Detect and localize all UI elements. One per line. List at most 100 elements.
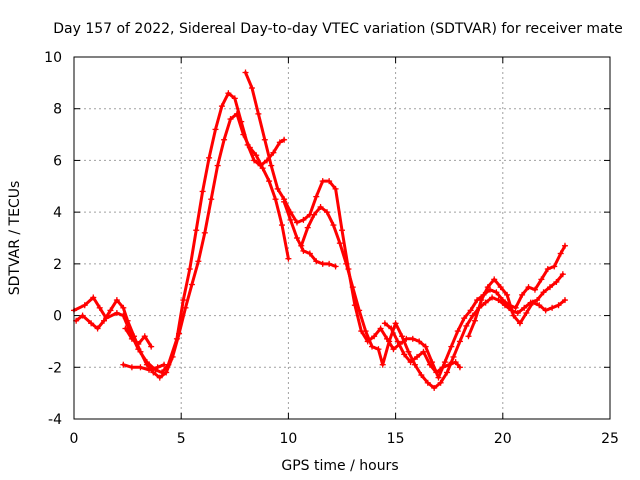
data-point [212, 126, 219, 133]
data-point [300, 216, 307, 223]
data-point [193, 227, 200, 234]
data-point [461, 315, 468, 322]
data-point [371, 333, 378, 340]
data-point [161, 361, 168, 368]
data-point [418, 372, 425, 379]
data-point [414, 353, 421, 360]
data-point [330, 222, 337, 229]
data-point [225, 90, 232, 97]
x-tick-label: 15 [387, 431, 405, 447]
data-point [392, 320, 399, 327]
data-point [221, 136, 228, 143]
data-point [394, 338, 401, 345]
data-point [251, 157, 258, 164]
axis-tick-labels: 0 5 10 15 20 25 -4 -2 0 2 4 6 8 10 [44, 50, 619, 447]
data-point [424, 379, 431, 386]
data-point [343, 260, 350, 267]
data-point [546, 284, 553, 291]
x-tick-label: 10 [279, 431, 297, 447]
data-point [420, 348, 427, 355]
data-point [478, 297, 485, 304]
data-point [176, 330, 183, 337]
data-point [377, 325, 384, 332]
data-point [306, 250, 313, 257]
data-point [113, 297, 120, 304]
data-point [90, 294, 97, 301]
data-point [281, 198, 288, 205]
data-point [246, 144, 253, 151]
data-point [208, 196, 215, 203]
data-point [512, 304, 519, 311]
data-point [240, 131, 247, 138]
data-point [276, 139, 283, 146]
y-tick-label: -2 [48, 360, 62, 376]
data-point [525, 284, 532, 291]
data-point [79, 312, 86, 319]
data-point [531, 286, 538, 293]
data-point [521, 304, 528, 311]
data-point [422, 343, 429, 350]
data-point [272, 196, 279, 203]
data-point [559, 271, 566, 278]
data-point [456, 338, 463, 345]
chart-title: Day 157 of 2022, Sidereal Day-to-day VTE… [53, 21, 623, 37]
data-point [285, 255, 292, 262]
series-track-9 [381, 320, 463, 376]
data-point [390, 346, 397, 353]
data-point [435, 374, 442, 381]
data-point [549, 304, 556, 311]
data-point [339, 227, 345, 234]
data-point [274, 185, 281, 192]
data-point [88, 320, 95, 327]
chart-grid [74, 57, 610, 419]
data-point [180, 297, 187, 304]
data-point [551, 263, 558, 270]
data-point [379, 361, 386, 368]
y-axis-label: SDTVAR / TECUs [7, 181, 23, 296]
data-point [266, 178, 273, 185]
data-point [231, 95, 238, 102]
data-point [218, 103, 225, 110]
y-tick-label: 8 [53, 102, 62, 118]
data-point [407, 359, 414, 366]
data-point [150, 369, 157, 376]
data-point [253, 152, 260, 159]
data-point [270, 149, 277, 156]
data-point [401, 351, 408, 358]
y-tick-label: 4 [53, 205, 62, 221]
data-point [544, 266, 551, 273]
data-point [156, 374, 163, 381]
data-point [561, 297, 568, 304]
data-point [542, 307, 549, 314]
data-point [298, 242, 305, 249]
data-point [463, 322, 470, 329]
data-point [199, 188, 206, 195]
data-point [255, 110, 262, 117]
data-point [137, 348, 144, 355]
data-point [94, 325, 101, 332]
data-point [261, 136, 268, 143]
data-point [557, 250, 564, 257]
data-point [452, 359, 459, 366]
data-point [356, 307, 363, 314]
data-point [491, 276, 498, 283]
series-track-7 [120, 361, 168, 373]
plot-frame [73, 56, 611, 420]
data-point [516, 320, 523, 327]
data-point [416, 338, 423, 345]
data-point [135, 341, 142, 348]
data-point [386, 338, 393, 345]
data-point [311, 211, 318, 218]
data-point [375, 346, 382, 353]
data-point [268, 162, 275, 169]
x-tick-label: 25 [601, 431, 619, 447]
data-point [519, 291, 526, 298]
data-point [326, 260, 333, 267]
data-point [323, 209, 330, 216]
data-point [154, 364, 161, 371]
data-point [113, 309, 120, 316]
data-point [561, 242, 568, 249]
data-point [195, 258, 202, 265]
data-point [349, 284, 356, 291]
data-point [146, 366, 153, 373]
